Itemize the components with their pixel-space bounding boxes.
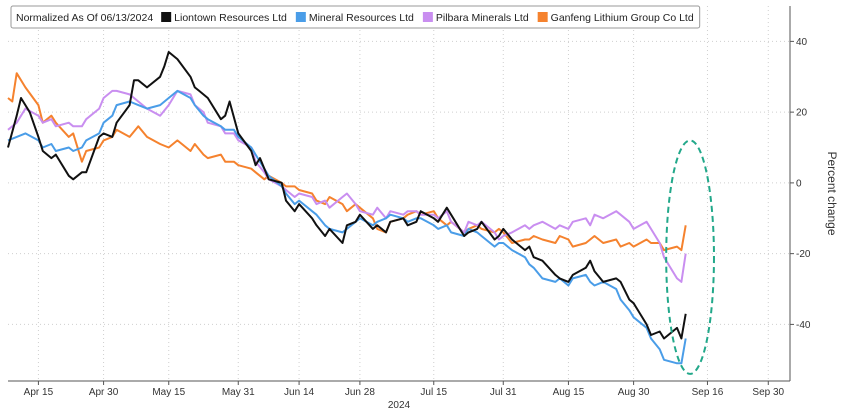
y-tick-layer: 40 20 0 -20 -40 (790, 37, 811, 331)
legend-item-mineral-resources-ltd: Mineral Resources Ltd (295, 12, 414, 24)
x-tick-label: Apr 30 (89, 387, 119, 398)
x-tick-label: Sep 16 (692, 387, 724, 398)
x-axis-year-label: 2024 (388, 400, 411, 411)
y-tick-label: 0 (796, 178, 802, 189)
legend-label: Liontown Resources Ltd (174, 12, 287, 24)
x-tick-label: Aug 30 (618, 387, 650, 398)
annotation-layer (665, 139, 715, 375)
legend-items: Liontown Resources Ltd Mineral Resources … (161, 12, 694, 24)
x-tick-label: Sep 30 (752, 387, 784, 398)
legend-item-ganfeng-lithium-group-co-ltd: Ganfeng Lithium Group Co Ltd (537, 12, 694, 24)
series-line-liontown-resources-ltd (7, 51, 687, 340)
highlight-ellipse (665, 139, 715, 375)
x-tick-label: Jul 15 (420, 387, 447, 398)
legend-swatch (295, 12, 306, 22)
legend-normalized-note: Normalized As Of 06/13/2024 (16, 12, 153, 24)
legend-label: Pilbara Minerals Ltd (436, 12, 529, 24)
legend-swatch (161, 12, 172, 22)
legend-swatch (422, 12, 433, 22)
legend-label: Ganfeng Lithium Group Co Ltd (551, 12, 694, 24)
x-tick-label: Apr 15 (24, 387, 54, 398)
y-tick-label: -20 (796, 249, 811, 260)
y-axis-title: Percent change (825, 151, 839, 235)
x-tick-label: Jun 14 (284, 387, 314, 398)
x-tick-label: Jul 31 (490, 387, 517, 398)
legend-label: Mineral Resources Ltd (309, 12, 414, 24)
y-tick-label: -40 (796, 320, 811, 331)
legend-item-pilbara-minerals-ltd: Pilbara Minerals Ltd (422, 12, 529, 24)
legend-swatch (537, 12, 548, 22)
x-tick-label: May 15 (152, 387, 185, 398)
x-tick-label: Aug 15 (553, 387, 585, 398)
x-tick-layer: Apr 15 Apr 30 May 15 May 31 Jun 14 Jun 28 Jul … (24, 381, 785, 398)
series-line-pilbara-minerals-ltd (7, 89, 687, 283)
x-tick-label: Jun 28 (345, 387, 375, 398)
legend-item-liontown-resources-ltd: Liontown Resources Ltd (161, 12, 287, 24)
y-tick-label: 40 (796, 37, 808, 48)
x-tick-label: May 31 (222, 387, 255, 398)
series-layer (7, 51, 687, 365)
legend-box (10, 5, 701, 29)
y-tick-label: 20 (796, 108, 808, 119)
legend: Normalized As Of 06/13/2024 Liontown Res… (10, 5, 701, 29)
